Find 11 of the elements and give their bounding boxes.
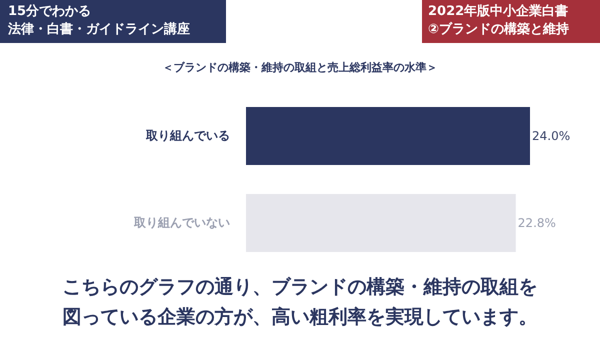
y-tick-label: 取り組んでいる xyxy=(145,128,230,142)
data-label: 24.0% xyxy=(532,129,570,143)
text: 15分でわかる xyxy=(8,3,92,21)
text: 2022年版中小企業白書 xyxy=(428,3,570,21)
text: 法律・白書・ガイドライン講座 xyxy=(8,21,191,39)
data-label: 22.8% xyxy=(518,216,556,230)
text: ②ブランドの構築と維持 xyxy=(428,21,570,39)
chart-title: ＜ブランドの構築・維持の取組と売上総利益率の水準＞ xyxy=(162,60,438,75)
y-tick-label: 取り組んでいない xyxy=(133,216,230,230)
text: 図っている企業の方が、高い粗利率を実現しています。 xyxy=(62,305,538,330)
text: こちらのグラフの通り、ブランドの構築・維持の取組を xyxy=(62,275,538,300)
